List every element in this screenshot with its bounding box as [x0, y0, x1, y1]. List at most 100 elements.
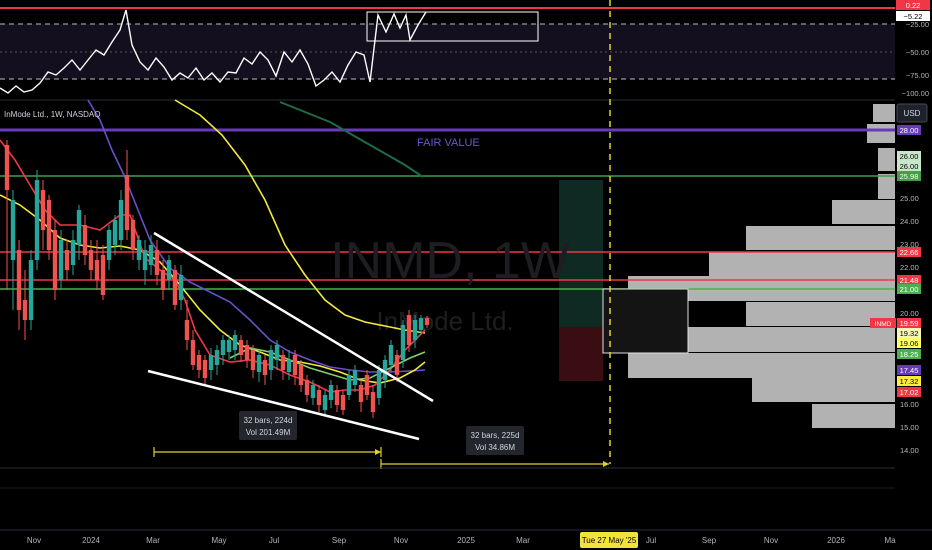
oscillator-tick-label: −25.00	[906, 20, 929, 29]
candle-body[interactable]	[106, 230, 112, 260]
candle-body[interactable]	[268, 350, 274, 370]
candle-body[interactable]	[340, 395, 346, 410]
candle-body[interactable]	[364, 375, 370, 395]
candle-body[interactable]	[424, 318, 430, 325]
oscillator-value-badge	[896, 0, 930, 10]
candle-body[interactable]	[286, 360, 292, 372]
candle-body[interactable]	[34, 180, 40, 260]
candle-body[interactable]	[214, 350, 220, 365]
price-level-badge	[897, 376, 921, 386]
price-tick-label: 20.00	[900, 309, 919, 318]
candle-body[interactable]	[226, 340, 232, 352]
candle-body[interactable]	[46, 200, 52, 250]
candle-body[interactable]	[52, 230, 58, 290]
candle-body[interactable]	[16, 250, 22, 310]
candle-body[interactable]	[28, 260, 34, 320]
currency-button[interactable]	[896, 103, 928, 123]
candle-body[interactable]	[310, 385, 316, 398]
candle-body[interactable]	[412, 320, 418, 340]
candle-body[interactable]	[220, 340, 226, 355]
wedge-lower-trendline[interactable]	[147, 369, 420, 441]
candle-body[interactable]	[118, 200, 124, 240]
candle-body[interactable]	[112, 220, 118, 245]
price-level-text: 21.00	[900, 285, 919, 294]
candle-body[interactable]	[262, 360, 268, 375]
candlesticks[interactable]	[4, 140, 430, 418]
candle-body[interactable]	[376, 370, 382, 398]
price-tick-label: 24.00	[900, 217, 919, 226]
candle-body[interactable]	[346, 375, 352, 395]
candle-body[interactable]	[130, 220, 136, 250]
candle-body[interactable]	[244, 345, 250, 360]
price-level-text: 17.32	[900, 377, 919, 386]
candle-body[interactable]	[4, 145, 10, 190]
candle-body[interactable]	[202, 360, 208, 378]
candle-body[interactable]	[400, 325, 406, 360]
candle-body[interactable]	[154, 250, 160, 275]
candle-body[interactable]	[70, 240, 76, 265]
wedge-upper-trendline[interactable]	[153, 231, 434, 403]
candle-body[interactable]	[358, 385, 364, 402]
candle-body[interactable]	[280, 355, 286, 370]
candle-body[interactable]	[394, 355, 400, 375]
candle-body[interactable]	[328, 385, 334, 400]
candle-body[interactable]	[64, 250, 70, 270]
candle-body[interactable]	[256, 355, 262, 372]
candle-body[interactable]	[124, 175, 130, 230]
candle-body[interactable]	[334, 390, 340, 405]
candle-body[interactable]	[250, 350, 256, 370]
candle-body[interactable]	[304, 380, 310, 395]
candle-body[interactable]	[382, 360, 388, 380]
candle-body[interactable]	[292, 355, 298, 375]
time-axis[interactable]: Nov 2024 Mar May Jul Sep Nov 2025 Mar Jul Sep Nov 20…	[0, 529, 932, 550]
fair-value-label: FAIR VALUE	[417, 137, 480, 149]
candle-body[interactable]	[232, 335, 238, 350]
candle-body[interactable]	[160, 270, 166, 290]
candle-body[interactable]	[142, 250, 148, 270]
candle-body[interactable]	[406, 315, 412, 345]
candle-body[interactable]	[40, 190, 46, 230]
oscillator-tick-label: −75.00	[906, 71, 929, 80]
candle-body[interactable]	[184, 320, 190, 340]
candle-body[interactable]	[172, 270, 178, 305]
position-profit-zone[interactable]	[559, 180, 603, 327]
candle-body[interactable]	[370, 392, 376, 412]
candle-body[interactable]	[178, 275, 184, 300]
candle-body[interactable]	[82, 225, 88, 255]
candle-body[interactable]	[22, 300, 28, 320]
price-level-badge	[897, 365, 921, 375]
candle-body[interactable]	[166, 260, 172, 280]
candle-body[interactable]	[388, 345, 394, 365]
candle-body[interactable]	[136, 240, 142, 260]
candle-body[interactable]	[190, 340, 196, 365]
candle-body[interactable]	[316, 390, 322, 405]
candle-body[interactable]	[94, 260, 100, 280]
candle-body[interactable]	[274, 345, 280, 360]
candle-body[interactable]	[418, 318, 424, 330]
currency-button-label: USD	[904, 109, 921, 118]
projection-box[interactable]	[602, 288, 689, 354]
candle-body[interactable]	[196, 355, 202, 370]
candle-body[interactable]	[298, 365, 304, 385]
price-level-text: 19.32	[900, 329, 919, 338]
candle-body[interactable]	[100, 255, 106, 295]
candle-body[interactable]	[10, 200, 16, 260]
candle-body[interactable]	[352, 370, 358, 385]
candle-body[interactable]	[238, 340, 244, 355]
range-1-label-box	[239, 411, 297, 440]
price-pane[interactable]: INMD, 1W InMode Ltd. 32 bars, 224d Vol 2…	[0, 0, 895, 469]
candle-body[interactable]	[88, 250, 94, 270]
symbol-title[interactable]: InMode Ltd., 1W, NASDAQ	[4, 110, 100, 119]
candle-body[interactable]	[76, 210, 82, 245]
ma-50-line	[174, 99, 426, 334]
time-label: Mar	[516, 536, 530, 545]
candle-body[interactable]	[148, 245, 154, 265]
candle-body[interactable]	[58, 240, 64, 280]
price-tick-label: 23.00	[900, 240, 919, 249]
position-loss-zone[interactable]	[559, 327, 603, 381]
price-axis[interactable]: USD −25.00 −50.00 −75.00 −100.00 0.22 −5.22 2…	[870, 0, 932, 530]
oscillator-line	[0, 9, 427, 94]
candle-body[interactable]	[322, 395, 328, 410]
candle-body[interactable]	[208, 355, 214, 370]
